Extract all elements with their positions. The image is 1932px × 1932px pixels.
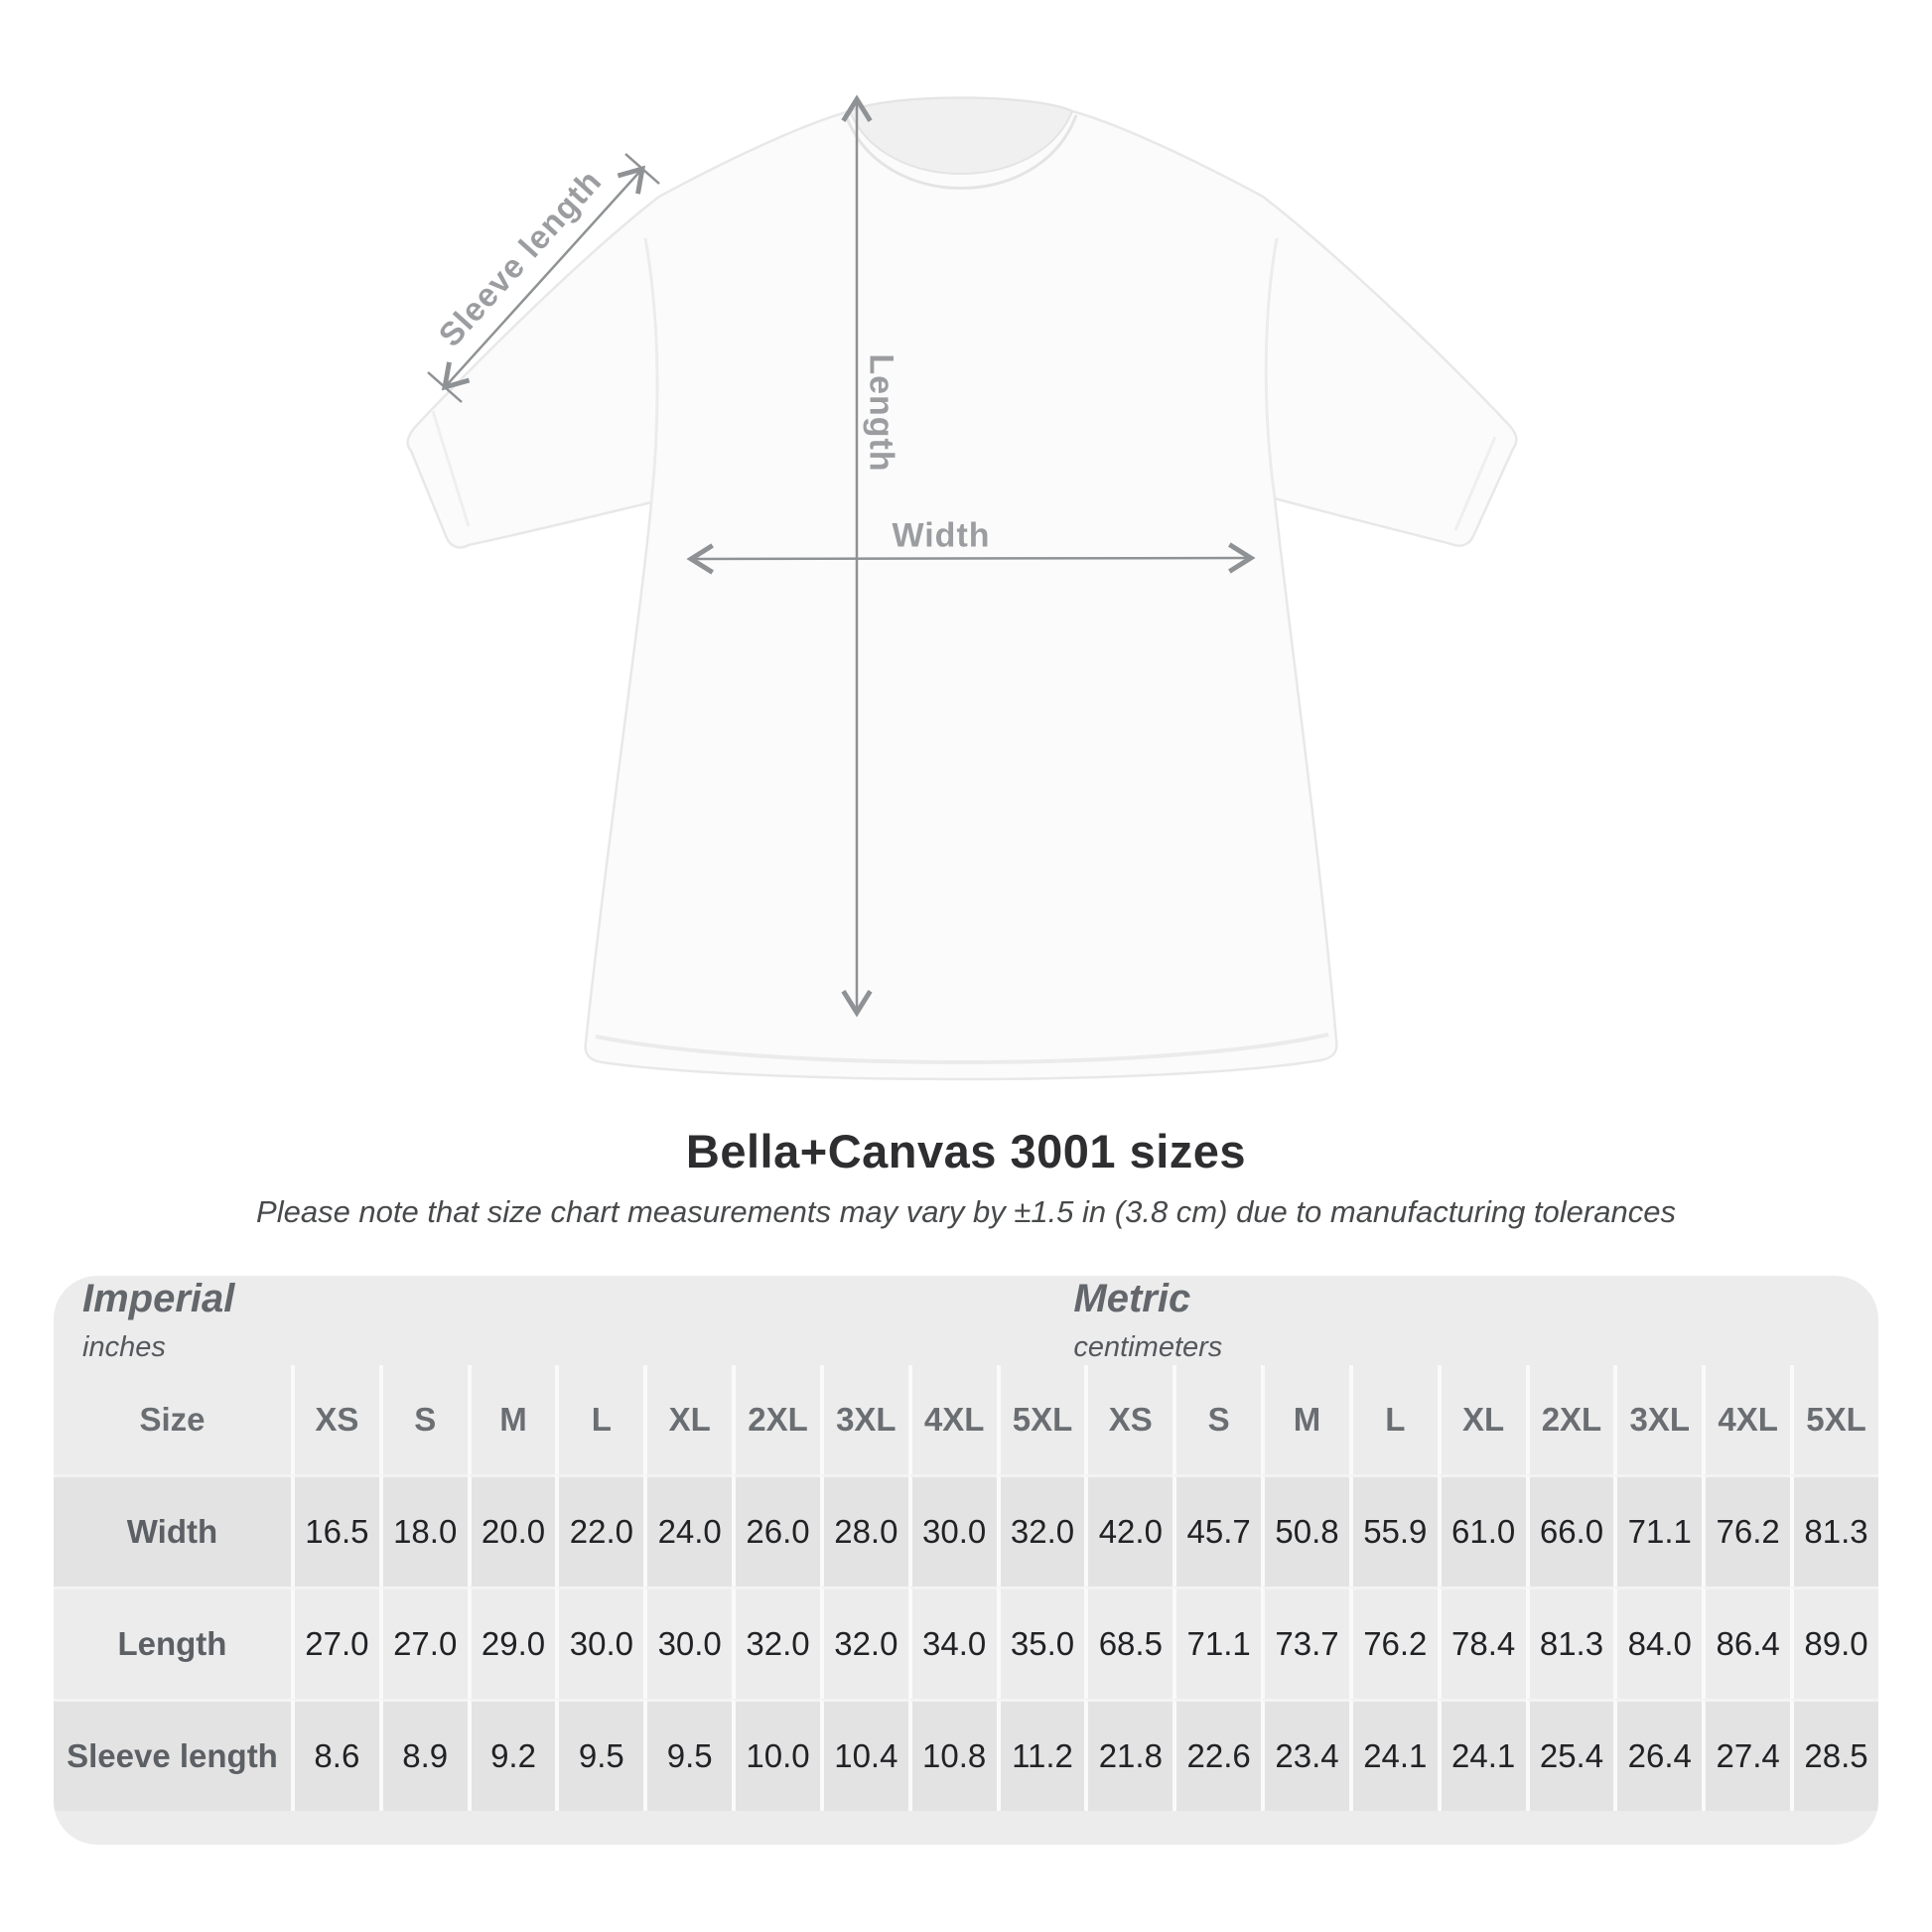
tshirt-measurement-diagram: Sleeve length Length Width: [406, 94, 1518, 1081]
collar-opening: [848, 96, 1074, 175]
size-value-cell: 24.1: [1437, 1699, 1526, 1811]
size-value-cell: 81.3: [1790, 1474, 1878, 1587]
size-col-header: XL: [643, 1365, 732, 1474]
size-value-cell: 16.5: [290, 1474, 379, 1587]
size-value-cell: 35.0: [996, 1587, 1085, 1699]
size-value-cell: 18.0: [378, 1474, 468, 1587]
size-col-header: L: [1348, 1365, 1438, 1474]
size-col-header: M: [1261, 1365, 1349, 1474]
size-value-cell: 9.2: [467, 1699, 556, 1811]
size-col-header: XS: [290, 1365, 379, 1474]
size-col-header: XL: [1437, 1365, 1526, 1474]
length-label: Length: [862, 353, 900, 473]
size-value-cell: 21.8: [1084, 1699, 1173, 1811]
size-col-header: 4XL: [1702, 1365, 1790, 1474]
size-value-cell: 27.0: [290, 1587, 379, 1699]
size-value-cell: 66.0: [1525, 1474, 1614, 1587]
size-col-header: L: [555, 1365, 643, 1474]
width-arrow: [686, 542, 1256, 575]
unit-name: Metric: [1073, 1277, 1191, 1320]
row-label: Length: [54, 1587, 291, 1699]
size-value-cell: 30.0: [555, 1587, 644, 1699]
size-value-cell: 29.0: [467, 1587, 556, 1699]
size-value-cell: 20.0: [467, 1474, 556, 1587]
unit-subtitle: inches: [82, 1331, 166, 1363]
size-value-cell: 23.4: [1261, 1699, 1349, 1811]
size-header-row: Size XS S M L XL 2XL 3XL 4XL 5XL XS S M …: [54, 1365, 1878, 1474]
size-value-cell: 22.0: [555, 1474, 644, 1587]
size-value-cell: 30.0: [907, 1474, 997, 1587]
size-value-cell: 89.0: [1790, 1587, 1878, 1699]
page-title: Bella+Canvas 3001 sizes: [685, 1125, 1247, 1177]
size-col-header: 3XL: [1613, 1365, 1702, 1474]
size-value-cell: 24.1: [1348, 1699, 1438, 1811]
size-value-cell: 11.2: [996, 1699, 1085, 1811]
size-value-cell: 76.2: [1348, 1587, 1438, 1699]
size-value-cell: 84.0: [1613, 1587, 1703, 1699]
row-label: Width: [54, 1474, 291, 1587]
size-value-cell: 78.4: [1437, 1587, 1526, 1699]
tshirt-body: [406, 96, 1518, 1081]
size-value-cell: 61.0: [1437, 1474, 1526, 1587]
size-value-cell: 42.0: [1084, 1474, 1173, 1587]
unit-header-metric: Metric centimeters: [1073, 1277, 1865, 1364]
size-value-cell: 86.4: [1702, 1587, 1791, 1699]
size-value-cell: 8.6: [290, 1699, 379, 1811]
size-value-cell: 73.7: [1261, 1587, 1349, 1699]
size-value-cell: 9.5: [643, 1699, 733, 1811]
size-col-header: 5XL: [1790, 1365, 1878, 1474]
sleeve-length-arrow: [427, 153, 660, 403]
size-value-cell: 26.4: [1613, 1699, 1703, 1811]
size-value-cell: 34.0: [907, 1587, 997, 1699]
unit-header-imperial: Imperial inches: [82, 1277, 1111, 1364]
size-col-header: XS: [1084, 1365, 1173, 1474]
size-table: Imperial inches Metric centimeters Size …: [54, 1276, 1878, 1845]
size-value-cell: 8.9: [378, 1699, 468, 1811]
size-value-cell: 50.8: [1261, 1474, 1349, 1587]
unit-name: Imperial: [82, 1277, 235, 1320]
table-row-sleeve-length: Sleeve length 8.6 8.9 9.2 9.5 9.5 10.0 1…: [54, 1699, 1878, 1811]
size-value-cell: 9.5: [555, 1699, 644, 1811]
unit-header-row: Imperial inches Metric centimeters: [54, 1276, 1878, 1365]
width-label: Width: [892, 516, 991, 555]
size-value-cell: 32.0: [819, 1587, 908, 1699]
size-value-cell: 26.0: [732, 1474, 820, 1587]
size-col-header: 4XL: [907, 1365, 997, 1474]
size-value-cell: 71.1: [1173, 1587, 1262, 1699]
size-corner-header: Size: [139, 1401, 206, 1438]
size-value-cell: 10.4: [819, 1699, 908, 1811]
size-value-cell: 25.4: [1525, 1699, 1614, 1811]
size-value-cell: 27.0: [378, 1587, 468, 1699]
size-value-cell: 10.0: [732, 1699, 820, 1811]
table-row-length: Length 27.0 27.0 29.0 30.0 30.0 32.0 32.…: [54, 1587, 1878, 1699]
size-value-cell: 76.2: [1702, 1474, 1791, 1587]
table-row-width: Width 16.5 18.0 20.0 22.0 24.0 26.0 28.0…: [54, 1474, 1878, 1587]
size-value-cell: 30.0: [643, 1587, 733, 1699]
tshirt-illustration: [406, 94, 1518, 1081]
size-value-cell: 71.1: [1613, 1474, 1703, 1587]
size-value-cell: 32.0: [996, 1474, 1085, 1587]
size-col-header: 3XL: [819, 1365, 908, 1474]
size-value-cell: 27.4: [1702, 1699, 1791, 1811]
size-col-header: 5XL: [996, 1365, 1085, 1474]
size-col-header: 2XL: [1525, 1365, 1614, 1474]
size-col-header: M: [467, 1365, 556, 1474]
size-value-cell: 10.8: [907, 1699, 997, 1811]
size-col-header: 2XL: [732, 1365, 820, 1474]
size-value-cell: 55.9: [1348, 1474, 1438, 1587]
page-subtitle: Please note that size chart measurements…: [256, 1194, 1676, 1229]
size-col-header: S: [1173, 1365, 1261, 1474]
size-value-cell: 22.6: [1173, 1699, 1262, 1811]
size-value-cell: 32.0: [732, 1587, 820, 1699]
size-col-header: S: [378, 1365, 468, 1474]
size-value-cell: 24.0: [643, 1474, 733, 1587]
size-value-cell: 45.7: [1173, 1474, 1262, 1587]
size-value-cell: 81.3: [1525, 1587, 1614, 1699]
size-value-cell: 68.5: [1084, 1587, 1173, 1699]
row-label: Sleeve length: [54, 1699, 291, 1811]
size-value-cell: 28.5: [1790, 1699, 1878, 1811]
unit-subtitle: centimeters: [1073, 1331, 1223, 1363]
size-value-cell: 28.0: [819, 1474, 908, 1587]
